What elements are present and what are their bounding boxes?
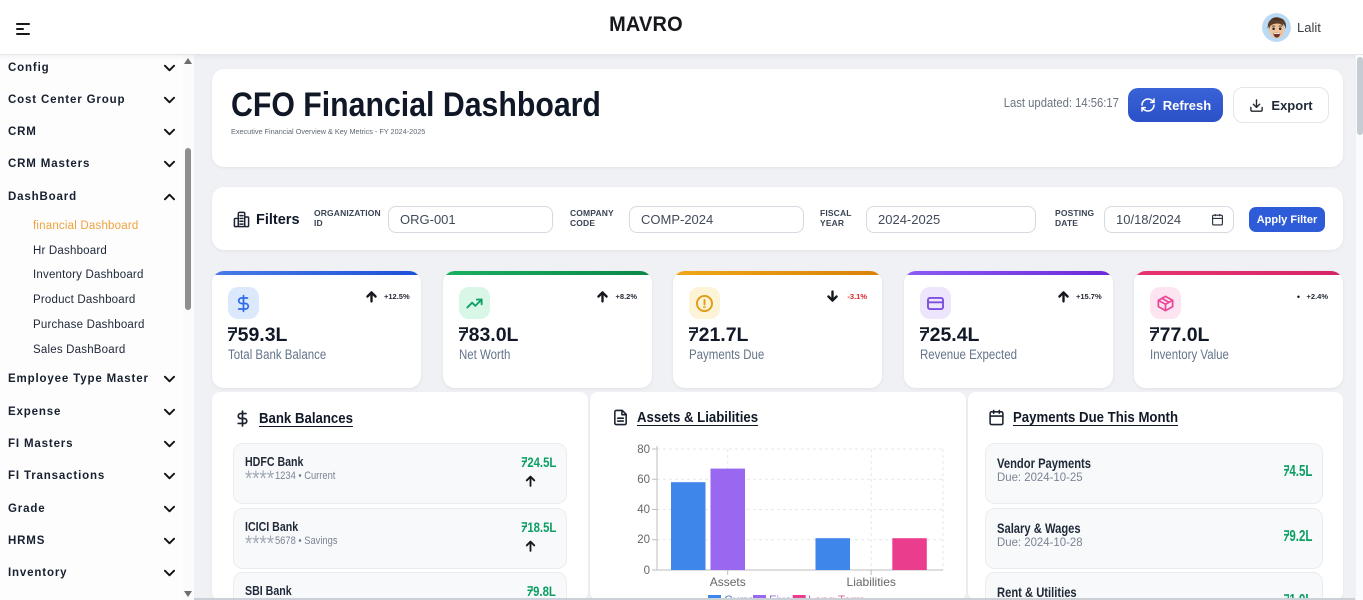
svg-text:20: 20 — [637, 534, 650, 546]
svg-text:60: 60 — [637, 474, 650, 486]
svg-text:40: 40 — [637, 504, 650, 516]
svg-text:Liabilities: Liabilities — [847, 575, 896, 589]
svg-text:0: 0 — [644, 565, 650, 577]
svg-text:Assets: Assets — [710, 575, 746, 589]
svg-text:Fixed: Fixed — [769, 593, 798, 600]
svg-text:Current: Current — [724, 593, 765, 600]
svg-text:80: 80 — [637, 444, 650, 456]
svg-text:Long Term: Long Term — [808, 593, 864, 600]
